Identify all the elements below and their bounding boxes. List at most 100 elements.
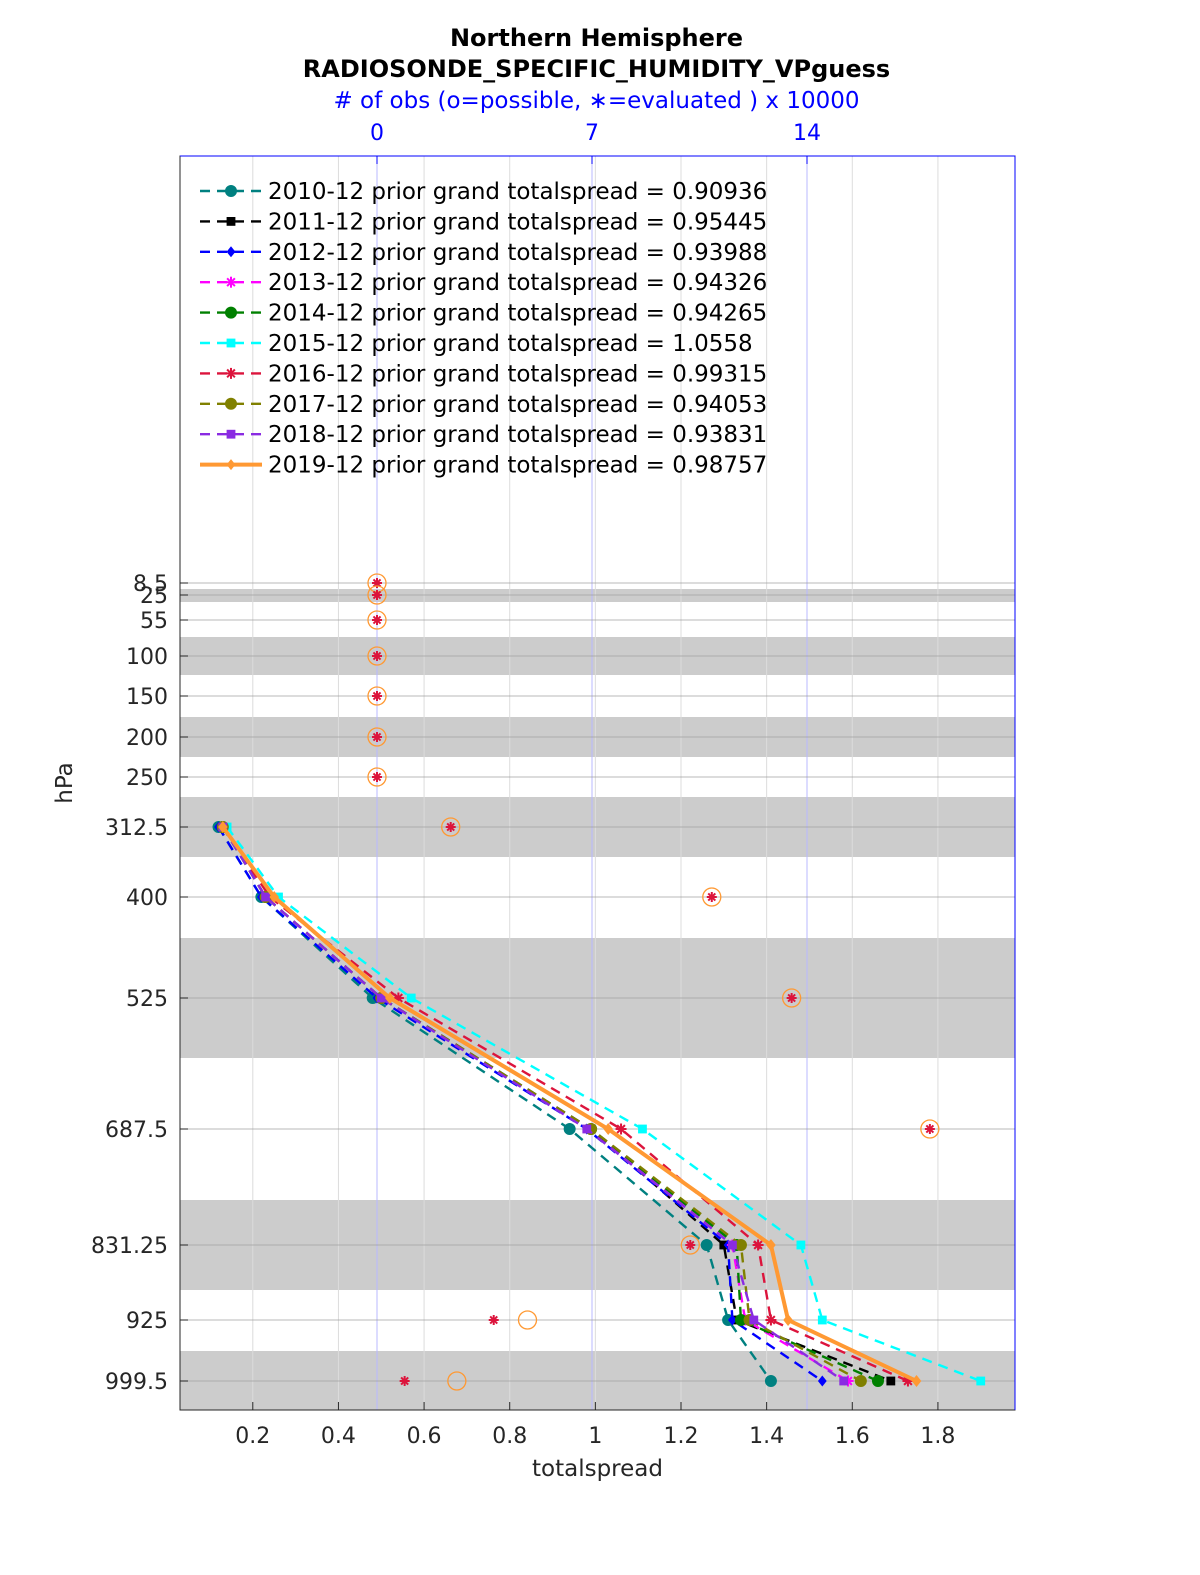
obs-evaluated-marker: [786, 993, 797, 1003]
legend-label: 2014-12 prior grand totalspread = 0.9426…: [268, 301, 767, 327]
obs-possible-marker: [702, 887, 722, 907]
obs-evaluated-marker: [488, 1315, 499, 1325]
series-point: [817, 1375, 827, 1387]
series-point: [563, 1123, 576, 1135]
series-line: [221, 826, 849, 1383]
series-point: [376, 993, 386, 1003]
obs-count-markers: [367, 573, 940, 1391]
obs-possible-marker: [367, 686, 387, 706]
y-tick-label: 55: [140, 609, 168, 634]
series-line: [221, 825, 918, 1383]
series-point: [796, 1240, 806, 1250]
y-tick-label: 200: [126, 726, 168, 751]
series-point: [752, 1239, 764, 1251]
obs-evaluated-marker: [706, 892, 717, 902]
legend-label: 2017-12 prior grand totalspread = 0.9405…: [268, 392, 767, 418]
legend-marker: [226, 429, 236, 439]
series-point: [700, 1239, 713, 1251]
legend-marker: [225, 397, 237, 410]
top-axis-label: # of obs (o=possible, ∗=evaluated ) x 10…: [333, 88, 860, 114]
legend-label: 2012-12 prior grand totalspread = 0.9398…: [268, 240, 767, 266]
series-line: [226, 826, 982, 1383]
series-point: [385, 992, 395, 1004]
legend-marker: [226, 246, 236, 258]
series-point: [638, 1124, 647, 1134]
series-point: [603, 1123, 614, 1135]
obs-evaluated-marker: [372, 772, 382, 782]
obs-possible-marker: [367, 767, 387, 787]
legend-marker: [226, 338, 236, 348]
y-tick-label: 525: [126, 987, 168, 1012]
series-point: [727, 1314, 737, 1326]
obs-evaluated-marker: [685, 1240, 696, 1250]
obs-possible-marker: [367, 610, 387, 630]
x-tick-label: 1.4: [749, 1424, 784, 1449]
legend-label: 2016-12 prior grand totalspread = 0.9931…: [268, 361, 767, 387]
series-point: [854, 1375, 867, 1387]
x-tick-label: 0.2: [235, 1424, 270, 1449]
y-tick-label: 312.5: [105, 816, 168, 841]
legend-marker: [226, 459, 236, 471]
legend-label: 2011-12 prior grand totalspread = 0.9544…: [268, 209, 767, 235]
series-point: [783, 1314, 793, 1326]
legend-label: 2013-12 prior grand totalspread = 0.9432…: [268, 270, 767, 296]
y-tick-label: 925: [126, 1309, 168, 1334]
series-point: [269, 891, 280, 903]
x-tick-label: 0.6: [407, 1424, 442, 1449]
series-point: [765, 1314, 777, 1326]
obs-possible-marker: [441, 817, 461, 837]
y-axis-label: hPa: [52, 762, 78, 804]
series-point: [911, 1375, 922, 1387]
grid-lines: [180, 156, 1015, 1410]
x-tick-label: 1.2: [664, 1424, 699, 1449]
top-tick-label: 0: [370, 121, 384, 146]
series-point: [976, 1376, 986, 1386]
y-tick-label: 25: [140, 584, 168, 609]
series-point: [727, 1240, 737, 1250]
level-band: [180, 589, 1015, 602]
series-lines: [212, 821, 986, 1387]
obs-possible-marker: [680, 1235, 700, 1255]
legend-marker: [226, 217, 236, 226]
obs-possible-marker: [447, 1371, 467, 1391]
obs-evaluated-marker: [372, 691, 382, 701]
obs-evaluated-marker: [924, 1124, 935, 1134]
x-tick-label: 1: [588, 1424, 602, 1449]
series-point: [734, 1239, 747, 1251]
legend-marker: [225, 185, 237, 197]
y-tick-label: 400: [126, 886, 168, 911]
series-point: [766, 1239, 776, 1251]
legend-marker: [225, 367, 237, 379]
series-point: [615, 1123, 627, 1135]
legend-label: 2018-12 prior grand totalspread = 0.9383…: [268, 422, 767, 448]
y-tick-label: 150: [126, 685, 168, 710]
x-tick-label: 1.6: [835, 1424, 870, 1449]
obs-possible-marker: [781, 988, 802, 1008]
legend-label: 2019-12 prior grand totalspread = 0.9875…: [268, 453, 767, 479]
top-tick-label: 7: [585, 121, 599, 146]
level-bands: [180, 589, 1015, 1410]
legend-marker: [225, 306, 237, 319]
obs-evaluated-marker: [372, 615, 382, 625]
series-point: [871, 1375, 884, 1387]
y-tick-label: 100: [126, 645, 168, 670]
legend-label: 2010-12 prior grand totalspread = 0.9093…: [268, 179, 767, 205]
x-axis-label: totalspread: [532, 1456, 663, 1482]
series-point: [218, 821, 228, 833]
chart-subtitle: RADIOSONDE_SPECIFIC_HUMIDITY_VPguess: [302, 55, 891, 83]
obs-evaluated-marker: [445, 822, 456, 832]
obs-evaluated-marker: [399, 1376, 410, 1386]
series-line: [221, 826, 892, 1383]
y-tick-label: 250: [126, 766, 168, 791]
obs-evaluated-marker: [372, 651, 382, 661]
obs-evaluated-marker: [372, 732, 382, 742]
legend-marker: [225, 276, 237, 288]
chart-title: Northern Hemisphere: [449, 24, 744, 52]
obs-possible-marker: [920, 1119, 940, 1139]
series-point: [839, 1376, 849, 1386]
y-tick-label: 831.25: [91, 1234, 168, 1259]
obs-possible-marker: [517, 1310, 538, 1330]
series-point: [261, 892, 271, 902]
top-tick-label: 14: [793, 121, 821, 146]
